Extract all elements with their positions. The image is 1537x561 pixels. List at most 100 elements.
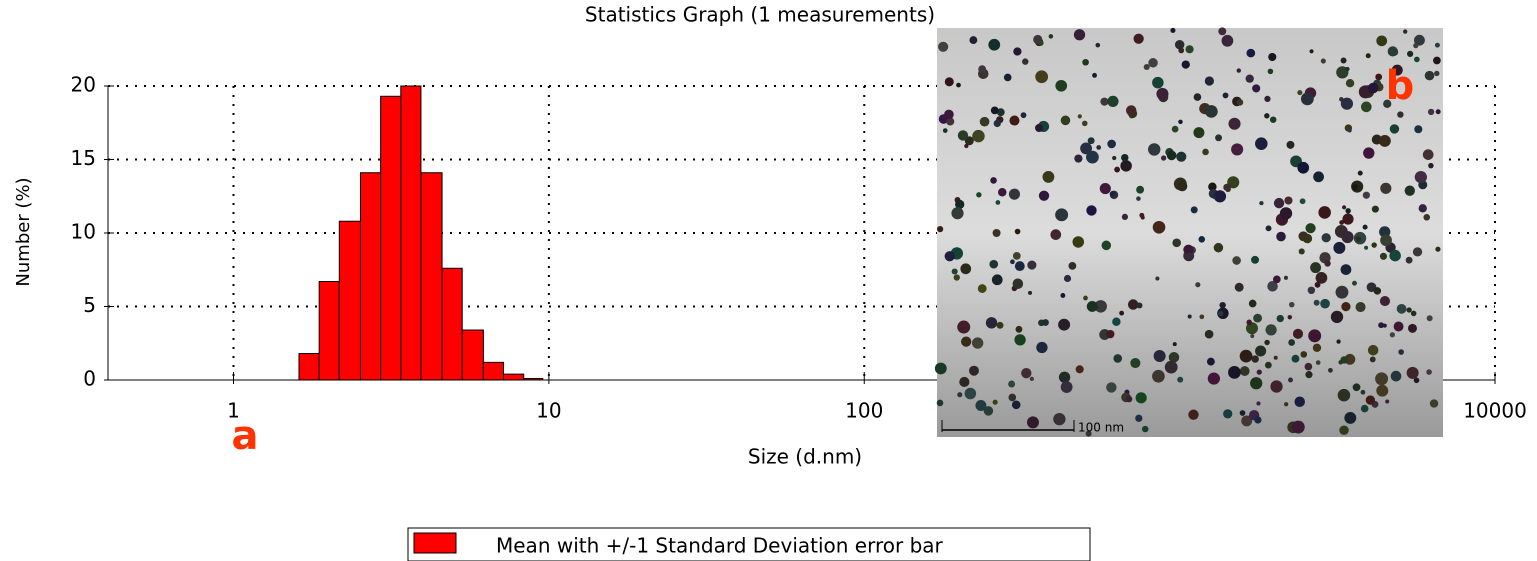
particle [1390, 370, 1402, 382]
particle [1309, 49, 1314, 54]
particle [1012, 278, 1024, 290]
particle [1185, 252, 1194, 261]
particle [1188, 409, 1199, 420]
particle [1428, 162, 1434, 169]
particle [1373, 287, 1382, 295]
particle [1345, 79, 1355, 88]
particle [1035, 124, 1044, 133]
particle [1255, 345, 1267, 357]
particle [955, 199, 965, 210]
particle [944, 109, 954, 120]
particle [1378, 322, 1385, 329]
particle [1380, 182, 1392, 194]
particle [1114, 166, 1121, 173]
particle [1265, 324, 1277, 336]
y-tick-label: 10 [71, 220, 96, 244]
x-tick-label: 10000 [1463, 399, 1527, 423]
particle [1174, 39, 1185, 50]
particle [934, 362, 947, 375]
particle [1385, 399, 1390, 404]
particle [1284, 196, 1293, 205]
particle [1347, 128, 1352, 133]
particle [1177, 181, 1188, 192]
particle [1288, 301, 1295, 308]
particle [969, 36, 978, 45]
particle [1042, 319, 1049, 326]
particle [1371, 242, 1377, 248]
particle [1273, 355, 1278, 360]
particle [951, 268, 958, 275]
particle [1202, 148, 1209, 156]
particle [1142, 425, 1149, 433]
particle [1344, 411, 1357, 424]
particle [985, 317, 998, 329]
particle [1389, 249, 1401, 262]
x-tick-label: 100 [845, 399, 883, 423]
particle [1339, 220, 1345, 225]
particle [1272, 275, 1281, 284]
particle [1414, 56, 1420, 63]
particle [1414, 125, 1423, 134]
particle [1345, 208, 1351, 214]
particle [1254, 416, 1262, 424]
particle [1360, 389, 1366, 395]
particle [1299, 198, 1306, 205]
particle [1396, 303, 1407, 314]
bar [503, 373, 525, 381]
particle [1206, 357, 1215, 366]
particle [957, 130, 969, 141]
particle [975, 400, 987, 411]
particle [1119, 310, 1125, 316]
particle [1312, 343, 1322, 353]
particle [1308, 329, 1322, 343]
particle [1133, 33, 1144, 44]
particle [1298, 231, 1309, 242]
particle [1314, 281, 1321, 288]
particle [1340, 264, 1352, 275]
particle [1330, 310, 1344, 324]
particle [1355, 236, 1362, 242]
particle [1215, 134, 1223, 142]
particle [1387, 46, 1398, 57]
particle [1086, 300, 1098, 312]
particle [1397, 111, 1404, 118]
particle [991, 274, 1003, 286]
particle [1148, 143, 1161, 156]
particle [1239, 366, 1250, 376]
particle [1140, 215, 1145, 220]
bar [318, 281, 340, 381]
particle [1245, 322, 1258, 335]
bar [482, 361, 505, 381]
particle [996, 321, 1004, 329]
particle [1404, 185, 1415, 196]
particle [1020, 112, 1027, 119]
particle [1273, 197, 1285, 209]
y-axis-label: Number (%) [13, 177, 34, 286]
particle [971, 337, 984, 349]
particle [937, 226, 944, 233]
particle [1135, 392, 1147, 404]
particle [1414, 170, 1427, 184]
particle [1222, 92, 1229, 99]
particle [1324, 260, 1331, 267]
particle [1195, 282, 1201, 288]
particle [1236, 68, 1241, 73]
particle [1292, 328, 1304, 339]
particle [1035, 70, 1049, 84]
x-tick-label: 1 [227, 399, 240, 423]
particle [1426, 315, 1433, 322]
particle [1320, 298, 1330, 309]
particle [1298, 248, 1305, 255]
particle [1113, 354, 1123, 363]
particle [1136, 302, 1143, 309]
particle [1256, 369, 1262, 375]
particle [1433, 56, 1441, 65]
particle [1126, 105, 1137, 116]
particle [1305, 223, 1316, 234]
particle [1264, 339, 1270, 346]
particle [1376, 35, 1388, 47]
particle [1107, 139, 1116, 149]
particle [1223, 409, 1233, 419]
particle [1413, 43, 1419, 49]
